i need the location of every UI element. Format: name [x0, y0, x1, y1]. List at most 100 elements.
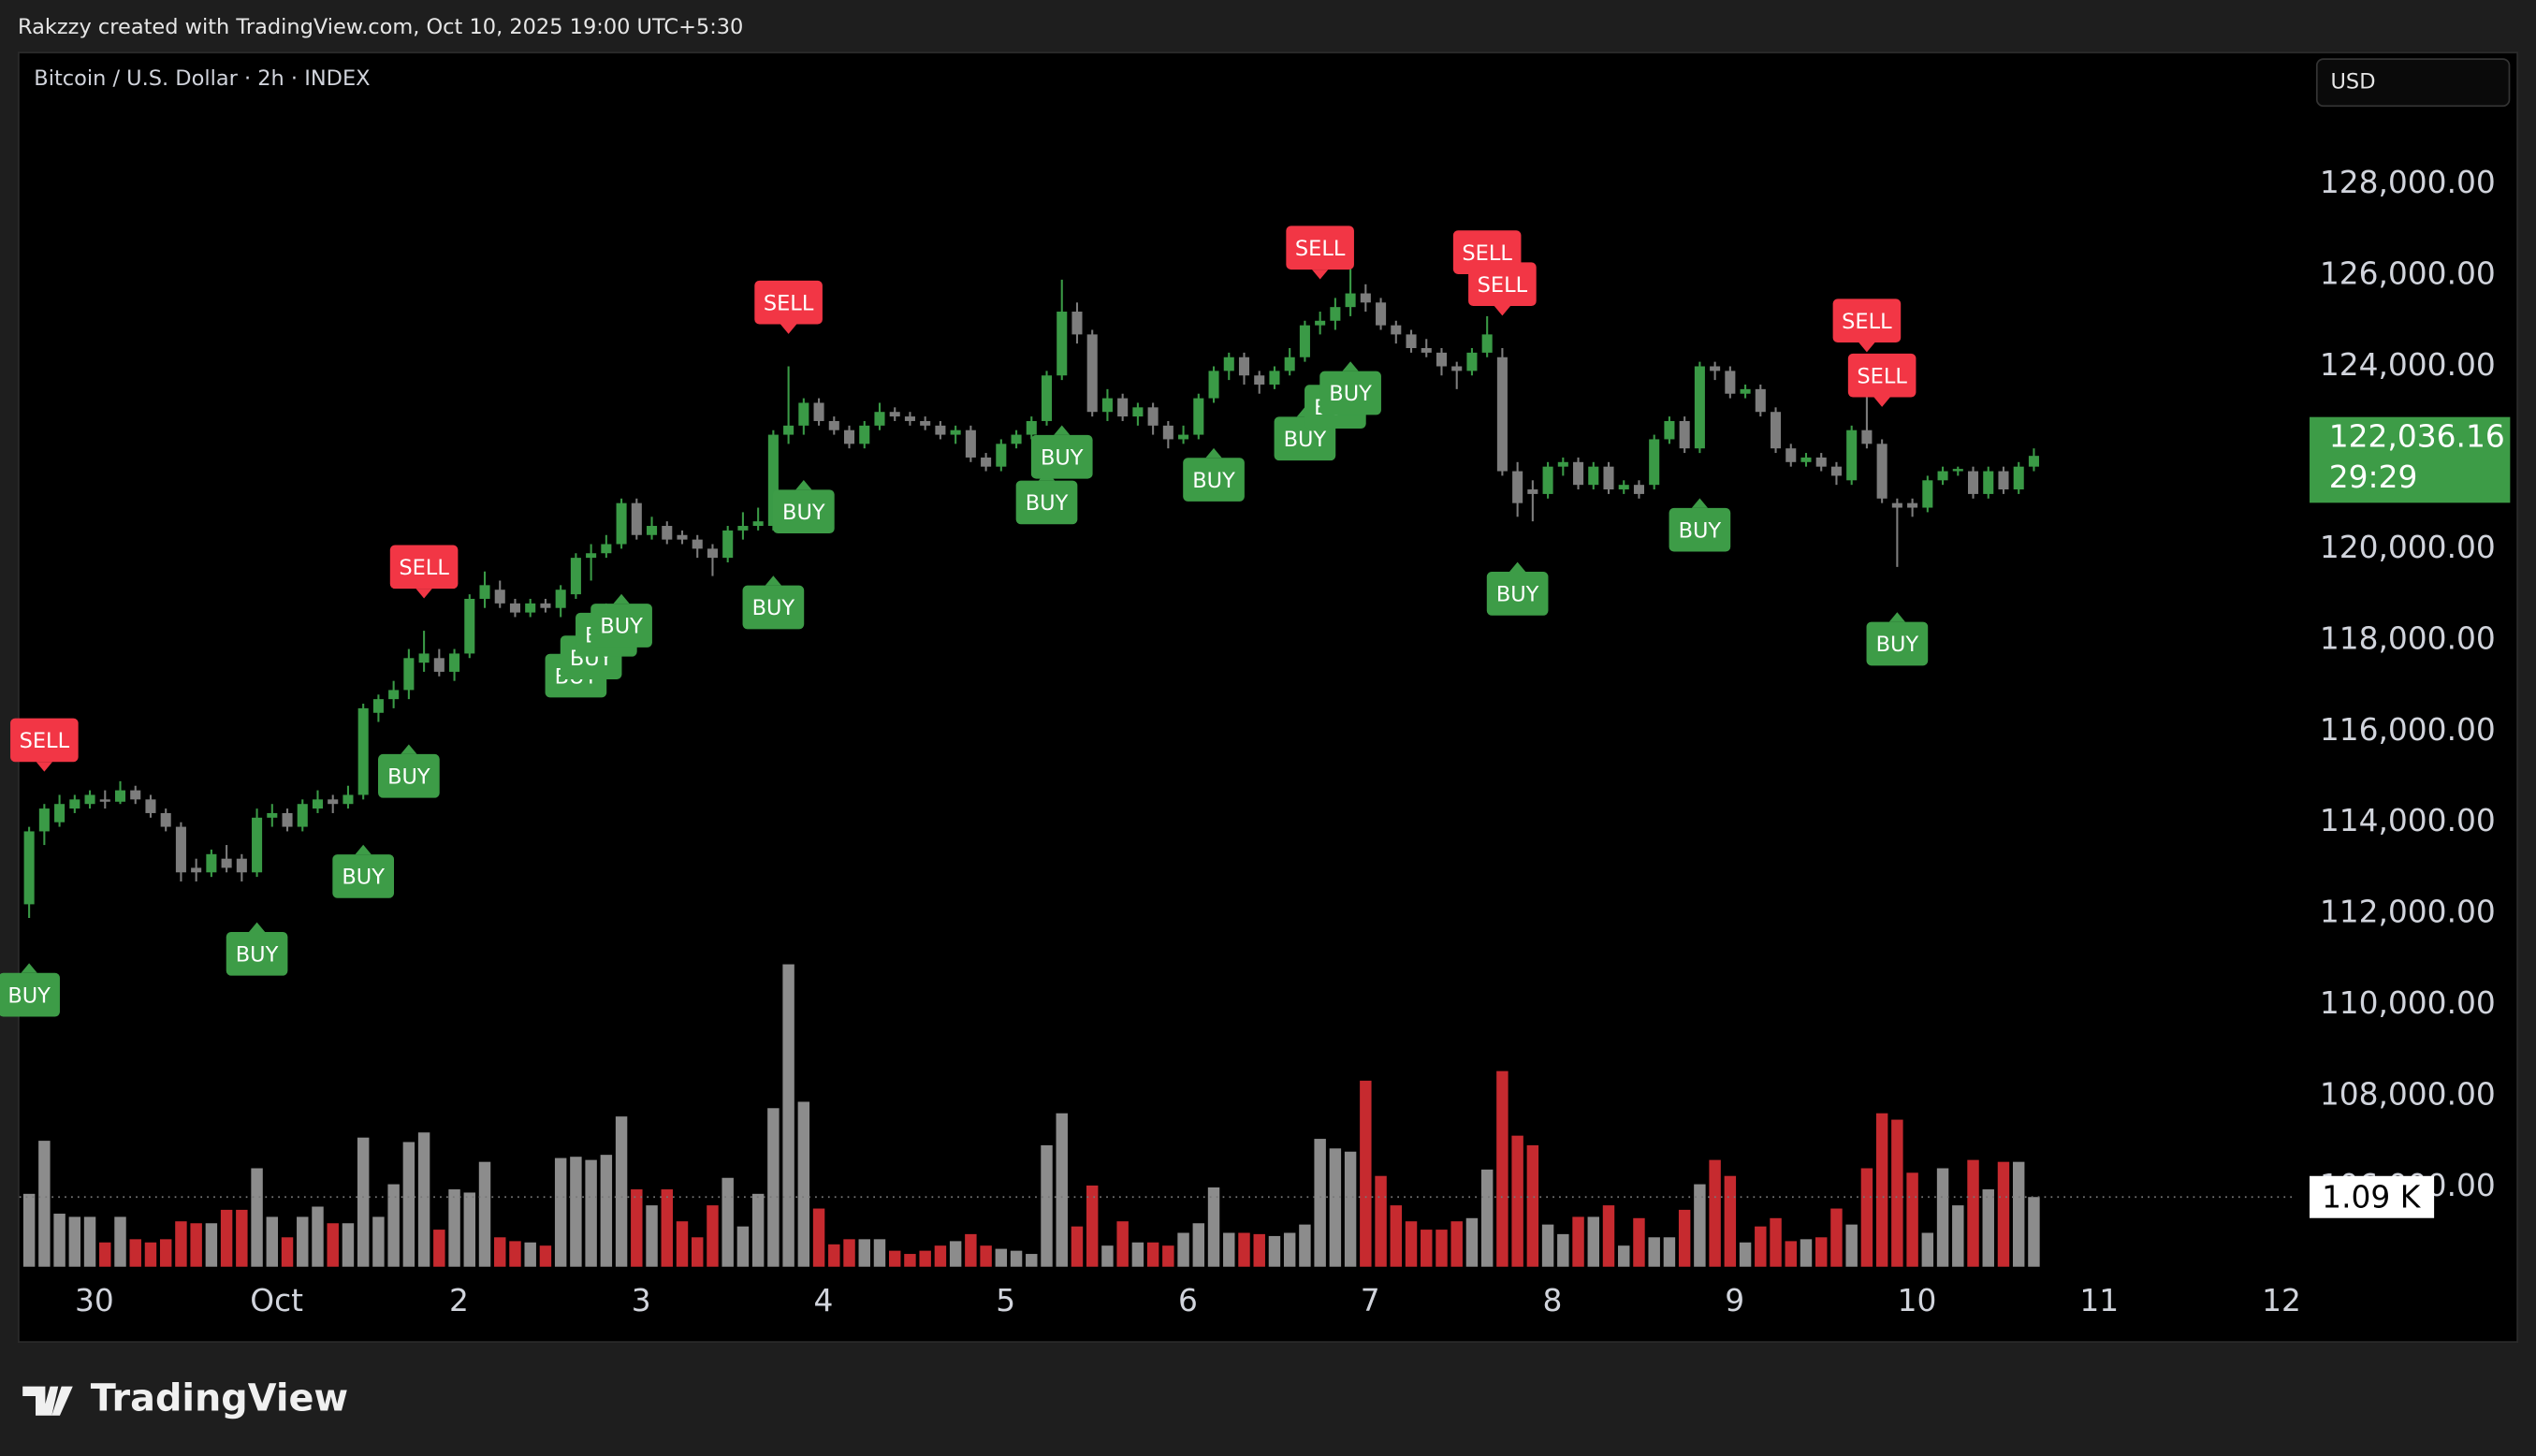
sell-label: SELL — [20, 729, 70, 753]
candle-body — [1725, 371, 1736, 394]
logo-text: TradingView — [91, 1377, 348, 1420]
candle-body — [343, 794, 354, 805]
buy-box — [226, 931, 288, 976]
candle-body — [935, 425, 946, 435]
candle-body — [145, 799, 156, 813]
candle-body — [1664, 420, 1675, 440]
volume-bar — [646, 1205, 658, 1267]
candle-body — [737, 526, 749, 531]
candle-body — [1284, 357, 1295, 371]
candle-body — [433, 658, 445, 672]
candle-body — [312, 799, 324, 809]
x-tick-label: 4 — [813, 1283, 833, 1318]
candle-body — [403, 658, 415, 691]
candle-body — [920, 420, 931, 426]
candle-body — [904, 416, 915, 421]
buy-pointer — [1508, 561, 1526, 573]
volume-bar — [1207, 1187, 1220, 1267]
volume-bar — [1921, 1232, 1934, 1267]
volume-bar — [463, 1192, 476, 1267]
y-tick-label: 110,000.00 — [2320, 985, 2496, 1021]
y-tick-label: 114,000.00 — [2320, 803, 2496, 838]
buy-box — [742, 585, 805, 630]
volume-bar — [1815, 1237, 1828, 1267]
volume-bar — [342, 1223, 355, 1267]
candle-body — [1178, 434, 1189, 440]
candle-body — [206, 853, 217, 873]
buy-box — [1866, 621, 1929, 666]
candle-body — [1238, 357, 1250, 376]
volume-bar — [1755, 1226, 1767, 1267]
buy-box — [772, 489, 835, 534]
volume-bar — [1436, 1230, 1448, 1267]
volume-bar — [1223, 1232, 1235, 1267]
currency-label[interactable]: USD — [2331, 70, 2376, 95]
buy-label: BUY — [342, 866, 385, 890]
candle-body — [1815, 457, 1827, 467]
volume-bar — [1465, 1217, 1479, 1267]
buy-label: BUY — [1679, 518, 1722, 543]
volume-bar — [843, 1239, 855, 1267]
volume-bar — [297, 1216, 309, 1267]
candle-body — [1345, 293, 1356, 308]
volume-bar — [1770, 1217, 1782, 1267]
volume-bar — [417, 1132, 430, 1267]
x-tick-label: 5 — [996, 1283, 1015, 1318]
candle-body — [1101, 398, 1113, 413]
candle-body — [1907, 502, 1918, 508]
candle-body — [1800, 457, 1812, 462]
candle-body — [1041, 375, 1053, 421]
sell-label: SELL — [1295, 237, 1346, 261]
candle-body — [297, 804, 308, 827]
candle-body — [1740, 388, 1751, 394]
candles — [23, 266, 2039, 919]
candle-body — [677, 534, 688, 540]
candle-body — [889, 412, 900, 417]
volume-bar — [402, 1142, 415, 1267]
buy-box — [332, 854, 395, 898]
candle-body — [616, 502, 627, 545]
buy-label: BUY — [1041, 445, 1084, 470]
candle-body — [1360, 293, 1371, 303]
volume-bar — [53, 1214, 66, 1267]
candle-body — [1391, 325, 1402, 335]
volume-bar — [600, 1155, 613, 1267]
volume-bar — [190, 1223, 202, 1267]
buy-box — [1183, 458, 1245, 502]
candle-body — [1451, 366, 1463, 371]
candle-body — [996, 444, 1007, 467]
candle-body — [221, 858, 232, 868]
candle-body — [874, 412, 885, 426]
candle-body — [357, 707, 369, 795]
volume-bar — [1952, 1205, 1964, 1267]
candle-body — [1026, 420, 1037, 435]
volume-bar — [312, 1206, 324, 1267]
volume-bar — [1663, 1237, 1676, 1267]
candle-body — [1406, 334, 1417, 349]
candle-body — [267, 812, 278, 818]
sell-box — [754, 280, 823, 325]
volume-bar — [615, 1116, 628, 1267]
buy-label: BUY — [387, 765, 430, 790]
candle-body — [1861, 430, 1873, 444]
volume-bar — [175, 1221, 187, 1267]
buy-pointer — [765, 575, 782, 586]
volume-badge-label: 1.09 K — [2322, 1179, 2422, 1215]
volume-bar — [1283, 1232, 1296, 1267]
volume-bar — [1739, 1242, 1752, 1267]
buy-label: BUY — [1192, 469, 1235, 493]
volume-bar — [1587, 1216, 1599, 1267]
volume-bar — [1572, 1216, 1584, 1267]
volume-bar — [1648, 1237, 1660, 1267]
candle-body — [1694, 366, 1705, 449]
candle-body — [1071, 312, 1083, 335]
volume-bar — [1633, 1217, 1645, 1267]
candle-body — [1269, 371, 1280, 385]
volume-bar — [159, 1239, 172, 1267]
currency-button[interactable] — [2315, 58, 2511, 108]
volume-bar — [934, 1245, 947, 1267]
candle-body — [479, 585, 490, 599]
volume-bar — [509, 1241, 521, 1267]
candle-body — [509, 603, 521, 613]
sell-box — [1847, 353, 1917, 398]
